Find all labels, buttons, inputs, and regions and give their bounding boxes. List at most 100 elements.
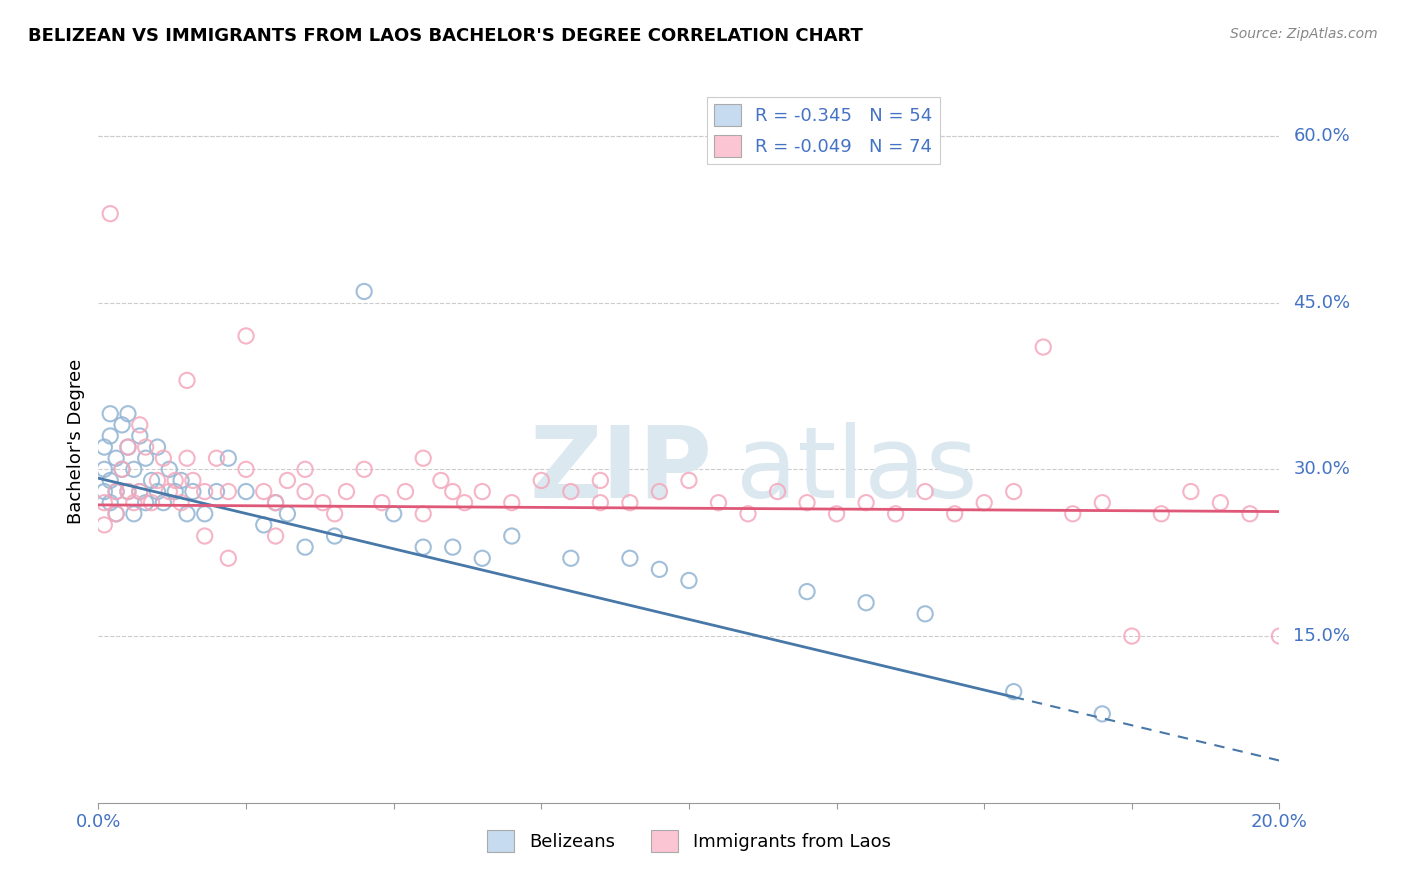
Point bbox=[453, 496, 475, 510]
Point bbox=[914, 607, 936, 621]
Point bbox=[973, 496, 995, 510]
Text: BELIZEAN VS IMMIGRANTS FROM LAOS BACHELOR'S DEGREE CORRELATION CHART: BELIZEAN VS IMMIGRANTS FROM LAOS BACHELO… bbox=[28, 27, 863, 45]
Legend: Belizeans, Immigrants from Laos: Belizeans, Immigrants from Laos bbox=[479, 822, 898, 859]
Point bbox=[205, 451, 228, 466]
Point bbox=[501, 529, 523, 543]
Point bbox=[294, 484, 316, 499]
Point bbox=[796, 496, 818, 510]
Point bbox=[146, 484, 169, 499]
Point bbox=[264, 496, 287, 510]
Point bbox=[105, 507, 128, 521]
Point bbox=[276, 507, 298, 521]
Point bbox=[335, 484, 357, 499]
Point bbox=[93, 440, 115, 454]
Point bbox=[165, 484, 187, 499]
Point bbox=[93, 496, 115, 510]
Point bbox=[796, 584, 818, 599]
Point bbox=[105, 451, 128, 466]
Y-axis label: Bachelor's Degree: Bachelor's Degree bbox=[66, 359, 84, 524]
Text: ZIP: ZIP bbox=[530, 422, 713, 519]
Text: atlas: atlas bbox=[737, 422, 977, 519]
Point bbox=[253, 517, 276, 532]
Point bbox=[170, 496, 193, 510]
Point bbox=[619, 551, 641, 566]
Point bbox=[117, 440, 139, 454]
Point bbox=[253, 484, 276, 499]
Point bbox=[217, 484, 239, 499]
Point bbox=[312, 496, 335, 510]
Point bbox=[560, 551, 582, 566]
Point bbox=[1002, 684, 1025, 698]
Point bbox=[135, 440, 157, 454]
Point bbox=[855, 596, 877, 610]
Point bbox=[93, 517, 115, 532]
Point bbox=[105, 484, 128, 499]
Point bbox=[165, 474, 187, 488]
Point bbox=[589, 474, 612, 488]
Point bbox=[1268, 629, 1291, 643]
Point bbox=[371, 496, 394, 510]
Point bbox=[530, 474, 553, 488]
Point bbox=[217, 551, 239, 566]
Point bbox=[235, 329, 257, 343]
Point bbox=[98, 496, 121, 510]
Point bbox=[152, 496, 174, 510]
Point bbox=[678, 474, 700, 488]
Point bbox=[152, 451, 174, 466]
Point bbox=[678, 574, 700, 588]
Point bbox=[1032, 340, 1054, 354]
Point bbox=[648, 562, 671, 576]
Point bbox=[98, 207, 121, 221]
Point bbox=[122, 496, 145, 510]
Point bbox=[1209, 496, 1232, 510]
Point bbox=[117, 484, 139, 499]
Point bbox=[181, 484, 204, 499]
Point bbox=[766, 484, 789, 499]
Point bbox=[825, 507, 848, 521]
Point bbox=[412, 540, 434, 554]
Point bbox=[884, 507, 907, 521]
Point bbox=[353, 285, 375, 299]
Point bbox=[294, 540, 316, 554]
Point bbox=[323, 507, 346, 521]
Point bbox=[135, 451, 157, 466]
Point bbox=[323, 529, 346, 543]
Point bbox=[471, 551, 494, 566]
Point bbox=[117, 484, 139, 499]
Text: 45.0%: 45.0% bbox=[1294, 293, 1351, 311]
Point bbox=[141, 474, 163, 488]
Point bbox=[128, 429, 150, 443]
Point bbox=[105, 507, 128, 521]
Point bbox=[217, 451, 239, 466]
Point bbox=[648, 484, 671, 499]
Point bbox=[430, 474, 453, 488]
Point bbox=[294, 462, 316, 476]
Point bbox=[619, 496, 641, 510]
Point bbox=[1150, 507, 1173, 521]
Point bbox=[157, 484, 180, 499]
Point bbox=[176, 507, 198, 521]
Point bbox=[1180, 484, 1202, 499]
Point bbox=[394, 484, 416, 499]
Point bbox=[412, 451, 434, 466]
Point bbox=[1091, 496, 1114, 510]
Point bbox=[111, 462, 134, 476]
Point bbox=[914, 484, 936, 499]
Point bbox=[382, 507, 405, 521]
Point bbox=[141, 496, 163, 510]
Point bbox=[117, 407, 139, 421]
Point bbox=[128, 417, 150, 432]
Point bbox=[441, 484, 464, 499]
Point bbox=[93, 462, 115, 476]
Point bbox=[117, 440, 139, 454]
Point bbox=[170, 474, 193, 488]
Point bbox=[441, 540, 464, 554]
Text: Source: ZipAtlas.com: Source: ZipAtlas.com bbox=[1230, 27, 1378, 41]
Point bbox=[412, 507, 434, 521]
Point bbox=[235, 462, 257, 476]
Text: 60.0%: 60.0% bbox=[1294, 127, 1350, 145]
Point bbox=[111, 417, 134, 432]
Point bbox=[93, 484, 115, 499]
Point bbox=[235, 484, 257, 499]
Point bbox=[1002, 484, 1025, 499]
